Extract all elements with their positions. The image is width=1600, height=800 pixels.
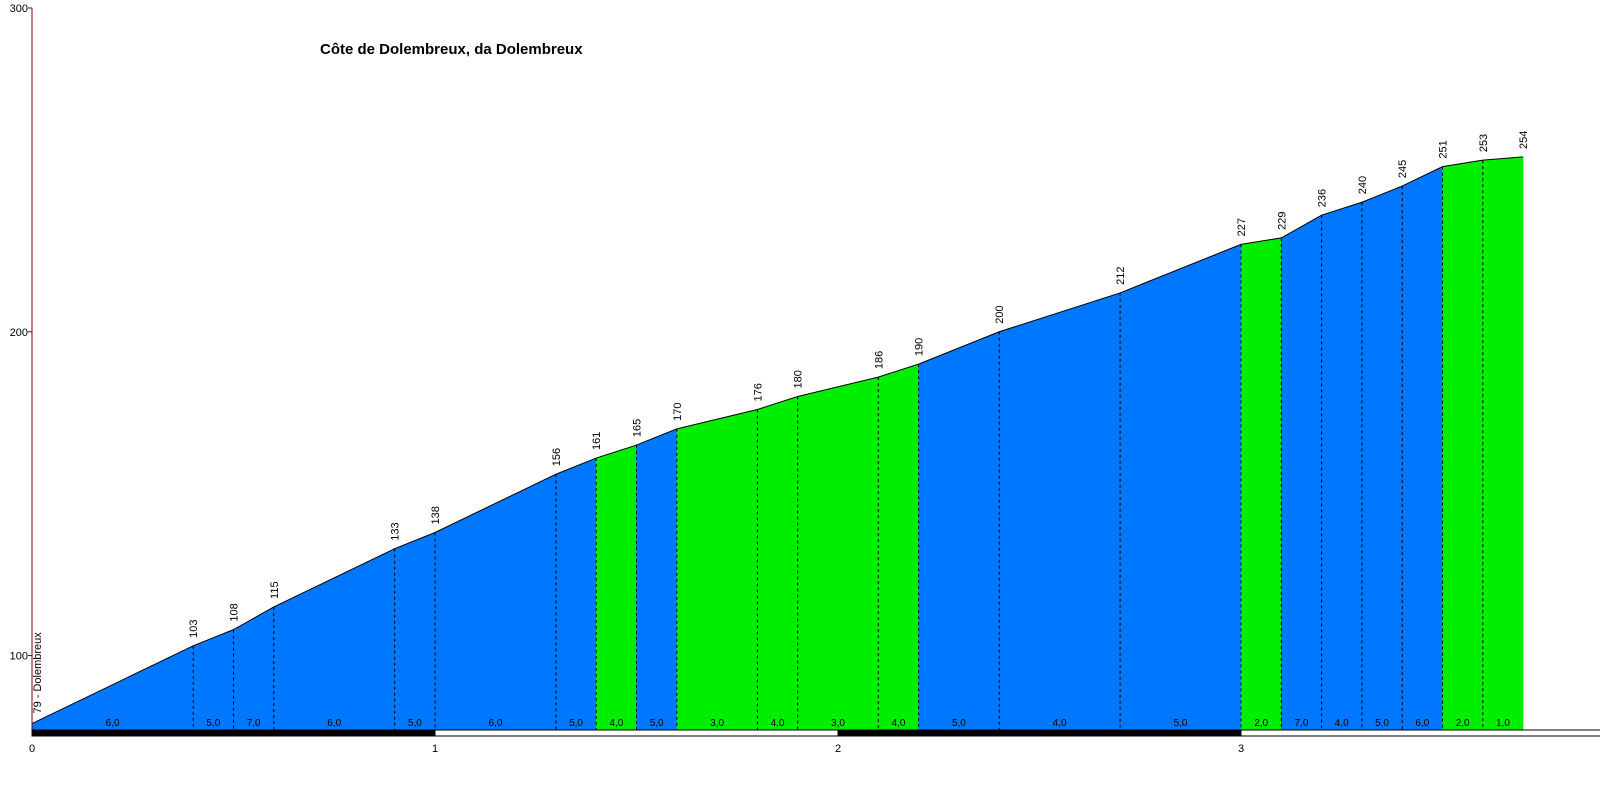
gradient-label: 2,0 (1456, 718, 1470, 729)
segment-area (233, 606, 275, 731)
gradient-labels: 6,0 5,0 7,0 6,0 5,0 6,0 5,0 4,0 5,0 3,0 4,0 3,0 4,0 5… (106, 718, 1511, 729)
gradient-label: 5,0 (952, 718, 966, 729)
elevation-label: 156 (551, 448, 563, 466)
segment-area (636, 428, 678, 731)
profile-line (31, 156, 1524, 724)
elevation-label: 229 (1276, 212, 1288, 230)
gradient-label: 6,0 (488, 718, 502, 729)
x-scale-bar (837, 729, 1242, 737)
elevation-label: 251 (1438, 140, 1450, 158)
y-tick-label: 300 (10, 3, 28, 15)
elevation-label: 227 (1236, 218, 1248, 236)
gradient-label: 7,0 (247, 718, 261, 729)
y-tick-label: 100 (10, 651, 28, 663)
chart-title: Côte de Dolembreux, da Dolembreux (320, 41, 583, 58)
segment-area (273, 548, 395, 731)
segment-area (1401, 166, 1443, 731)
gradient-label: 5,0 (1174, 718, 1188, 729)
elevation-label: 176 (752, 383, 764, 401)
segment-area (1240, 237, 1282, 731)
elevation-label: 240 (1357, 176, 1369, 194)
segment-area (676, 409, 758, 731)
y-tick-label: 200 (10, 327, 28, 339)
elevation-label: 245 (1397, 160, 1409, 178)
elevation-label: 108 (229, 603, 241, 621)
gradient-label: 3,0 (710, 718, 724, 729)
elevation-label: 254 (1518, 131, 1530, 149)
gradient-label: 5,0 (408, 718, 422, 729)
x-tick-label: 0 (29, 743, 35, 755)
gradient-label: 2,0 (1254, 718, 1268, 729)
elevation-label: 212 (1115, 267, 1127, 285)
elevation-label: 103 (188, 619, 200, 637)
segment-area (1482, 156, 1524, 731)
elevation-label: 161 (591, 432, 603, 450)
gradient-label: 5,0 (650, 718, 664, 729)
gradient-label: 6,0 (1415, 718, 1429, 729)
segment-area (1281, 214, 1322, 731)
segment-area (595, 444, 637, 731)
segment-area (1321, 201, 1363, 731)
elevation-label: 186 (873, 351, 885, 369)
segment-area (1119, 243, 1242, 731)
x-tick-label: 1 (432, 743, 438, 755)
elevation-label: 190 (914, 338, 926, 356)
x-scale-bar (434, 729, 839, 737)
elevation-label: 236 (1317, 189, 1329, 207)
segment-area (1442, 159, 1484, 731)
x-scale-bar (1240, 729, 1600, 737)
segment-area (555, 457, 597, 731)
elevation-label: 180 (793, 370, 805, 388)
gradient-label: 4,0 (609, 718, 623, 729)
segment-area (192, 629, 234, 731)
segment-area (918, 331, 1000, 731)
segment-area (757, 396, 798, 731)
segment-area (434, 473, 557, 731)
elevation-label: 138 (430, 506, 442, 524)
segment-area (394, 532, 436, 731)
x-scale-bar (31, 729, 436, 737)
gradient-label: 7,0 (1294, 718, 1308, 729)
gradient-label: 6,0 (327, 718, 341, 729)
gradient-label: 4,0 (1335, 718, 1349, 729)
elevation-labels: 103 108 115 133 138 156 161 165 170 176 180 186 190 2… (188, 131, 1530, 638)
x-tick-label: 2 (835, 743, 841, 755)
elevation-label: 253 (1478, 134, 1490, 152)
gradient-label: 5,0 (569, 718, 583, 729)
elevation-label: 133 (390, 522, 402, 540)
start-label: 79 - Dolembreux (32, 632, 44, 714)
gradient-label: 5,0 (206, 718, 220, 729)
elevation-label: 115 (269, 581, 281, 599)
x-tick-label: 3 (1238, 743, 1244, 755)
dividers-layer (192, 160, 1484, 730)
gradient-label: 5,0 (1375, 718, 1389, 729)
gradient-label: 1,0 (1496, 718, 1510, 729)
elevation-label: 200 (994, 305, 1006, 323)
segment-area (998, 292, 1121, 731)
segments-layer (31, 156, 1524, 731)
elevation-label: 165 (632, 419, 644, 437)
gradient-label: 6,0 (106, 718, 120, 729)
elevation-label: 170 (672, 403, 684, 421)
gradient-label: 3,0 (831, 718, 845, 729)
axes: 100 200 300 0 1 2 3 (10, 3, 1600, 755)
gradient-label: 4,0 (891, 718, 905, 729)
segment-area (878, 363, 919, 731)
segment-area (1361, 185, 1403, 731)
gradient-label: 4,0 (1053, 718, 1067, 729)
gradient-label: 4,0 (771, 718, 785, 729)
segment-area (797, 376, 879, 731)
